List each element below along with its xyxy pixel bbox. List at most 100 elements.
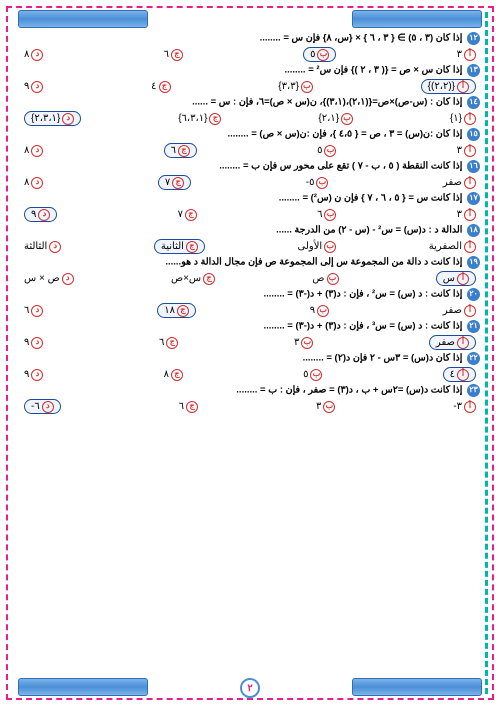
question-text: ١٨ الدالة د : د(س) = س² - (س - ٢) من الد… (20, 224, 480, 237)
option-text: ٩ (310, 304, 315, 317)
option-ب[interactable]: ب٦ (317, 207, 336, 222)
option-د[interactable]: د٩ (24, 207, 57, 222)
option-أ[interactable]: أ٣ (457, 143, 476, 158)
option-label-icon: ب (324, 145, 336, 157)
question-6: ١٨ الدالة د : د(س) = س² - (س - ٢) من الد… (20, 224, 480, 254)
option-ب[interactable]: ب{٣،٣} (278, 79, 313, 94)
option-label-icon: أ (457, 81, 469, 93)
option-label-icon: ب (327, 273, 339, 285)
option-أ[interactable]: أ{١} (450, 111, 476, 126)
option-أ[interactable]: أصفر (443, 303, 476, 318)
option-أ[interactable]: أس (436, 271, 476, 286)
option-text: الثالثة (24, 240, 47, 253)
option-label-icon: ج (186, 241, 198, 253)
option-أ[interactable]: أ{(٢،٢)} (421, 79, 476, 94)
option-text: ٩ (24, 80, 29, 93)
question-number-badge: ١٨ (467, 224, 480, 237)
option-ج[interactable]: ج٤ (151, 79, 170, 94)
option-text: {٣،٣} (278, 80, 299, 93)
option-د[interactable]: د{٢،٣،١} (24, 111, 81, 126)
option-أ[interactable]: أ٣ (457, 207, 476, 222)
option-أ[interactable]: أالصفرية (429, 239, 476, 254)
option-ج[interactable]: ج١٨ (157, 303, 196, 318)
option-label-icon: د (31, 305, 43, 317)
option-د[interactable]: د٩ (24, 79, 43, 94)
option-text: ٦ (164, 48, 169, 61)
question-4: ١٦ إذا كانت النقطة ( ٥ ، ب - ٧ ) تقع على… (20, 160, 480, 190)
option-label-icon: أ (464, 401, 476, 413)
option-text: ٨ (164, 368, 169, 381)
option-text: صفر (436, 336, 455, 349)
options-row: أ٤ ب٥ ج٨ د٩ (20, 367, 480, 382)
option-د[interactable]: د٨ (24, 47, 43, 62)
option-د[interactable]: د٨ (24, 143, 43, 158)
question-text: ١٦ إذا كانت النقطة ( ٥ ، ب - ٧ ) تقع على… (20, 160, 480, 173)
decor-bar-top-left (18, 10, 148, 28)
option-label-icon: ب (341, 113, 353, 125)
question-0: ١٢ إذا كان (٣ ، ٥) ∋ { ٣ ، ٦ } × {س، ٨} … (20, 32, 480, 62)
option-text: ٨ (24, 144, 29, 157)
option-text: ٣- (453, 400, 462, 413)
options-row: أ٣ ب٦ ج٧ د٩ (20, 207, 480, 222)
option-ج[interactable]: ج٨ (164, 367, 183, 382)
option-text: {(٢،٢)} (428, 80, 455, 93)
option-أ[interactable]: أصفر (429, 335, 476, 350)
option-ب[interactable]: ب{٢،١} (318, 111, 353, 126)
option-text: ٥ (310, 48, 315, 61)
option-ج[interactable]: جس×ص (171, 271, 215, 286)
option-د[interactable]: د٩ (24, 335, 43, 350)
option-ج[interactable]: ج٦ (164, 47, 183, 62)
option-ب[interactable]: ب٣ (294, 335, 313, 350)
option-ج[interactable]: ج٦ (164, 143, 197, 158)
option-label-icon: ج (172, 177, 184, 189)
option-د[interactable]: د٩ (24, 367, 43, 382)
option-label-icon: ج (209, 113, 221, 125)
option-text: ص (312, 272, 324, 285)
option-ج[interactable]: ج{٦،٣،١} (178, 111, 221, 126)
question-number-badge: ٢٣ (467, 384, 480, 397)
option-د[interactable]: د٦ (24, 303, 43, 318)
option-ب[interactable]: ب٥ (317, 143, 336, 158)
options-row: أ٣ ب٥ ج٦ د٨ (20, 47, 480, 62)
question-8: ٢٠ إذا كانت : د (س) = س² ، فإن : د(٣) + … (20, 288, 480, 318)
option-label-icon: د (42, 401, 54, 413)
option-ب[interactable]: ب٥ (303, 47, 336, 62)
option-ج[interactable]: جالثانية (154, 239, 205, 254)
option-text: ٤ (450, 368, 455, 381)
option-د[interactable]: دالثالثة (24, 239, 61, 254)
option-text: ٥ (303, 368, 308, 381)
option-ب[interactable]: ب٥- (306, 175, 329, 190)
question-9: ٢١ إذا كانت : د (س) = س³ ، فإن : د(٣) + … (20, 320, 480, 350)
option-د[interactable]: د٨ (24, 175, 43, 190)
option-د[interactable]: د٦- (24, 399, 61, 414)
question-11: ٢٣ إذا كانت د(س) =٢س + ب ، د(٣) = صفر ، … (20, 384, 480, 414)
option-أ[interactable]: أ٣- (453, 399, 476, 414)
option-label-icon: د (31, 369, 43, 381)
options-row: أصفر ب٩ ج١٨ د٦ (20, 303, 480, 318)
option-ب[interactable]: ب٥ (303, 367, 322, 382)
option-ج[interactable]: ج٦ (179, 399, 198, 414)
option-ب[interactable]: بالأولى (298, 239, 337, 254)
option-أ[interactable]: أ٣ (457, 47, 476, 62)
option-text: ٦ (159, 336, 164, 349)
option-ج[interactable]: ج٧ (178, 207, 197, 222)
decor-bar-top-right (352, 10, 482, 28)
option-ب[interactable]: ب٣ (316, 399, 335, 414)
option-text: ٣ (294, 336, 299, 349)
option-ب[interactable]: بص (312, 271, 338, 286)
question-text: ١٥ إذا كان :ن(س) = ٣ ، ص = { ٤،٥ }، فإن … (20, 128, 480, 141)
question-number-badge: ١٧ (467, 192, 480, 205)
question-10: ٢٢ إذا كان د(س) = ٣س - ٢ فإن د(٢) = ....… (20, 352, 480, 382)
option-ج[interactable]: ج٦ (159, 335, 178, 350)
option-ب[interactable]: ب٩ (310, 303, 329, 318)
option-ج[interactable]: ج٧ (158, 175, 191, 190)
option-label-icon: ج (185, 209, 197, 221)
option-أ[interactable]: أ٤ (443, 367, 476, 382)
option-أ[interactable]: أصفر (443, 175, 476, 190)
option-label-icon: أ (457, 337, 469, 349)
option-د[interactable]: دص × س (24, 271, 74, 286)
option-text: ٦ (317, 208, 322, 221)
question-number-badge: ١٩ (467, 256, 480, 269)
page-number: ٢ (240, 678, 260, 698)
option-text: ص × س (24, 272, 60, 285)
